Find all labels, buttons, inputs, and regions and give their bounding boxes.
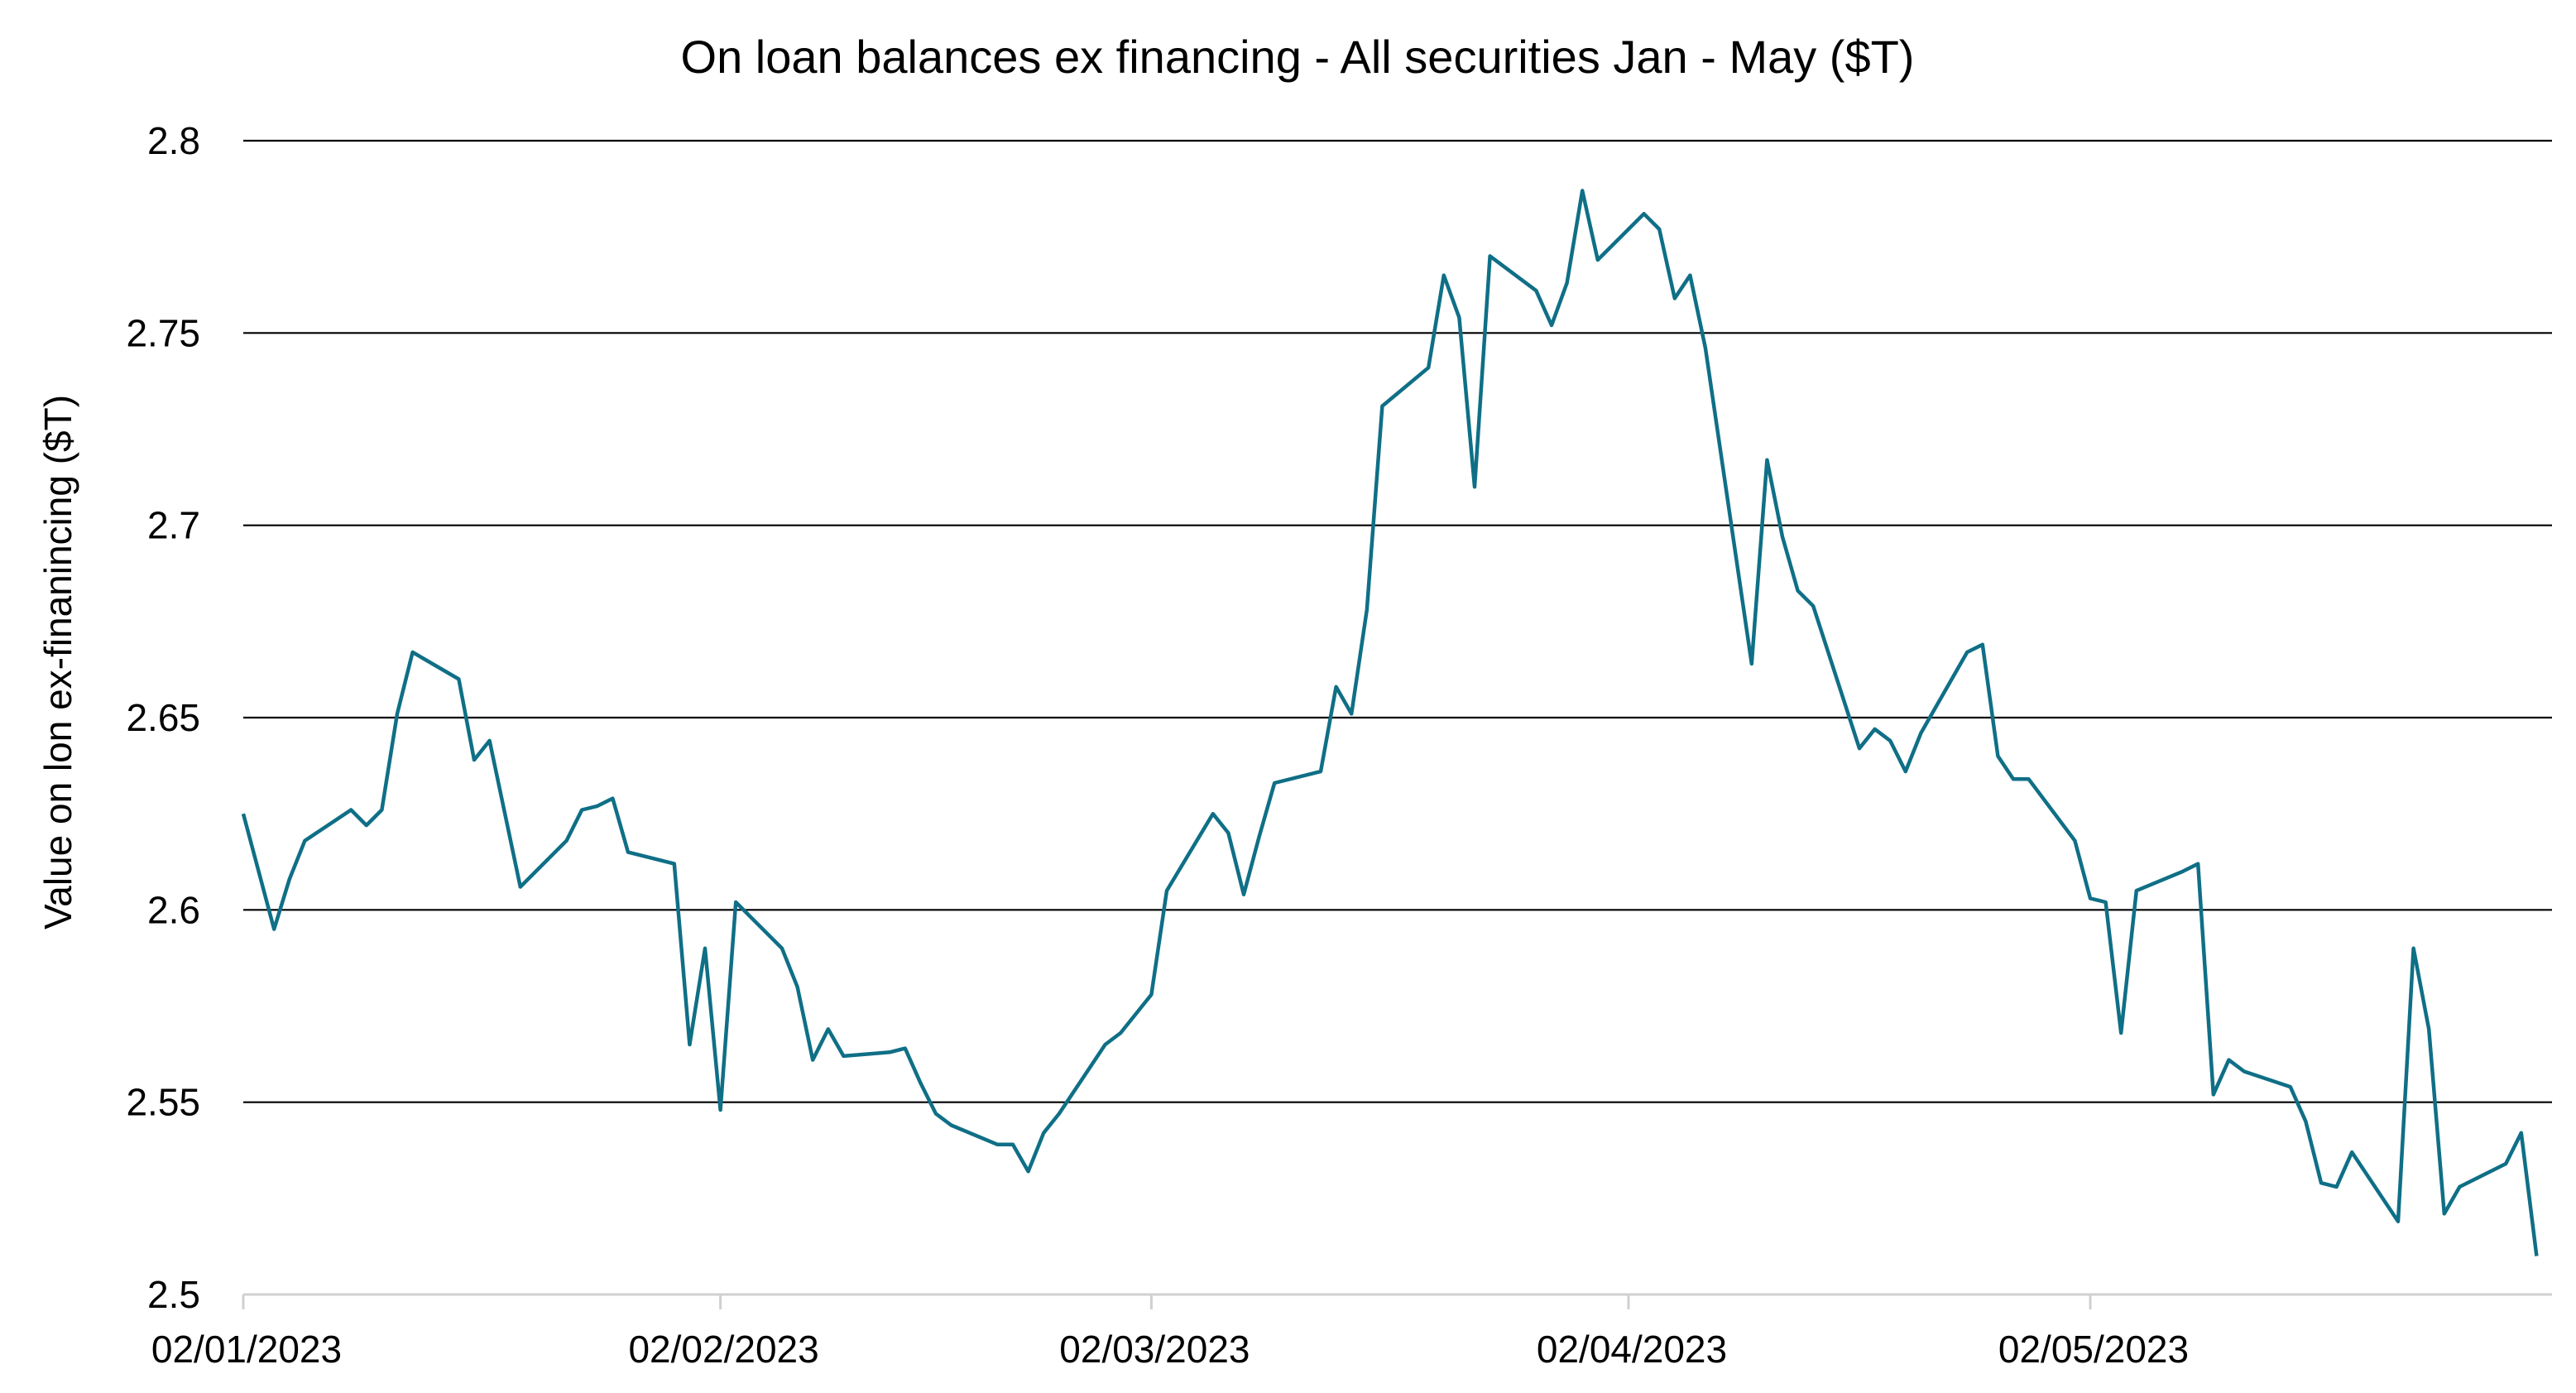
chart-title: On loan balances ex financing - All secu… [681, 31, 1915, 83]
y-tick-label: 2.75 [126, 311, 200, 354]
series-line [241, 189, 2539, 1256]
x-tick-label: 02/02/2023 [628, 1328, 818, 1371]
x-tick-label: 02/01/2023 [151, 1328, 342, 1371]
y-tick-label: 2.55 [126, 1081, 200, 1124]
x-tick-label: 02/04/2023 [1537, 1328, 1727, 1371]
y-tick-label: 2.6 [147, 888, 200, 931]
x-tick-label: 02/05/2023 [1998, 1328, 2189, 1371]
y-tick-label: 2.65 [126, 696, 200, 739]
y-tick-label: 2.5 [147, 1273, 200, 1316]
y-axis-label: Value on lon ex-finanincing ($T) [36, 395, 79, 929]
y-tick-label: 2.7 [147, 504, 200, 547]
y-tick-label: 2.8 [147, 119, 200, 162]
x-tick-label: 02/03/2023 [1059, 1328, 1250, 1371]
